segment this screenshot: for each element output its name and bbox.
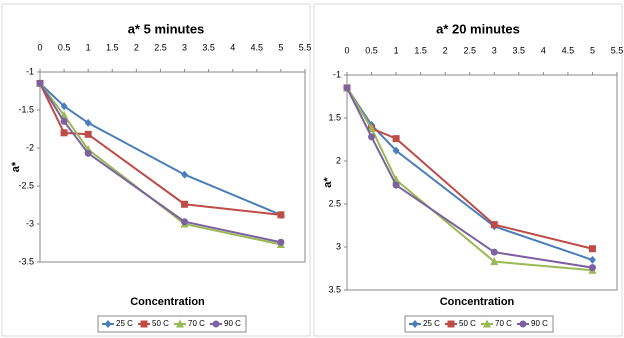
series-line (39, 82, 282, 246)
marker (392, 181, 400, 189)
marker (60, 117, 68, 125)
marker (368, 133, 376, 141)
x-tick-label: 4 (541, 45, 546, 55)
marker (343, 84, 351, 92)
x-tick-label: 1 (86, 42, 91, 52)
y-tick-label: 3 (336, 241, 341, 251)
marker (181, 218, 189, 226)
legend-label: 50 C (459, 319, 476, 328)
marker (447, 320, 455, 328)
series-line (39, 82, 282, 244)
marker (60, 129, 68, 137)
plot-area (346, 74, 618, 291)
marker (392, 135, 400, 143)
marker (490, 221, 498, 229)
series-line (346, 87, 593, 272)
y-tick-label: -3 (26, 218, 34, 228)
x-tick-label: 0 (37, 42, 42, 52)
legend-box (404, 315, 554, 333)
x-tick-label: 5 (590, 45, 595, 55)
legend-label: 25 C (423, 319, 440, 328)
marker (84, 130, 92, 138)
x-tick-label: 5 (278, 42, 283, 52)
marker (588, 264, 596, 272)
x-tick-label: 1 (394, 45, 399, 55)
y-tick-label: -2.5 (18, 180, 34, 190)
x-tick-label: 4.5 (251, 42, 264, 52)
x-tick-label: 2.5 (154, 42, 167, 52)
chart-title: a* 5 minutes (128, 21, 205, 36)
legend-label: 90 C (531, 319, 548, 328)
x-tick-label: 2 (134, 42, 139, 52)
y-tick-label: -1.5 (18, 104, 34, 114)
marker (490, 248, 498, 256)
legend-label: 25 C (116, 319, 133, 328)
x-tick-label: 5.5 (299, 42, 312, 52)
marker (392, 146, 400, 155)
chart-frame (313, 3, 623, 337)
marker (411, 320, 419, 328)
marker (181, 170, 189, 179)
series-line (39, 82, 282, 216)
x-tick-label: 0.5 (58, 42, 71, 52)
y-tick-label: 2 (336, 155, 341, 165)
x-tick-label: 3 (492, 45, 497, 55)
marker (588, 245, 596, 253)
x-tick-label: 2 (443, 45, 448, 55)
marker (176, 319, 184, 328)
series-line (346, 87, 593, 250)
x-tick-label: 5.5 (611, 45, 624, 55)
marker (140, 320, 148, 328)
marker (84, 118, 92, 127)
series-line (39, 82, 282, 216)
marker (181, 200, 189, 208)
marker (588, 255, 596, 264)
x-tick-label: 4.5 (562, 45, 575, 55)
y-tick-label: -1 (26, 66, 34, 76)
chart-title: a* 20 minutes (436, 21, 520, 36)
x-tick-label: 0.5 (365, 45, 378, 55)
marker (483, 319, 491, 328)
legend-label: 50 C (152, 319, 169, 328)
y-axis-label: a* (322, 177, 334, 188)
marker (490, 257, 499, 266)
x-tick-label: 2.5 (463, 45, 476, 55)
x-axis-label: Concentration (440, 296, 515, 308)
plot-area (39, 71, 306, 263)
x-tick-label: 3.5 (202, 42, 215, 52)
y-tick-label: -3.5 (18, 256, 34, 266)
x-tick-label: 3.5 (513, 45, 526, 55)
x-tick-label: 1.5 (414, 45, 427, 55)
marker (84, 149, 92, 157)
y-tick-label: 1.5 (328, 112, 341, 122)
y-tick-label: 3.5 (328, 284, 341, 294)
marker (36, 79, 44, 87)
legend-label: 70 C (188, 319, 205, 328)
legend-label: 90 C (224, 319, 241, 328)
legend-box (97, 315, 247, 333)
legend-label: 70 C (495, 319, 512, 328)
marker (519, 320, 527, 328)
chart-frame (1, 3, 311, 337)
x-tick-label: 4 (230, 42, 235, 52)
x-tick-label: 1.5 (106, 42, 119, 52)
marker (104, 320, 112, 328)
series-line (346, 87, 593, 261)
x-tick-label: 3 (182, 42, 187, 52)
marker (277, 211, 285, 219)
x-axis-label: Concentration (130, 296, 205, 308)
marker (277, 238, 285, 246)
y-tick-label: 2.5 (328, 198, 341, 208)
marker (212, 320, 220, 328)
marker (367, 123, 376, 132)
x-tick-label: 0 (344, 45, 349, 55)
y-tick-label: -1 (333, 69, 341, 79)
marker (60, 102, 68, 111)
y-axis-label: a* (10, 161, 22, 172)
y-tick-label: -2 (26, 142, 34, 152)
